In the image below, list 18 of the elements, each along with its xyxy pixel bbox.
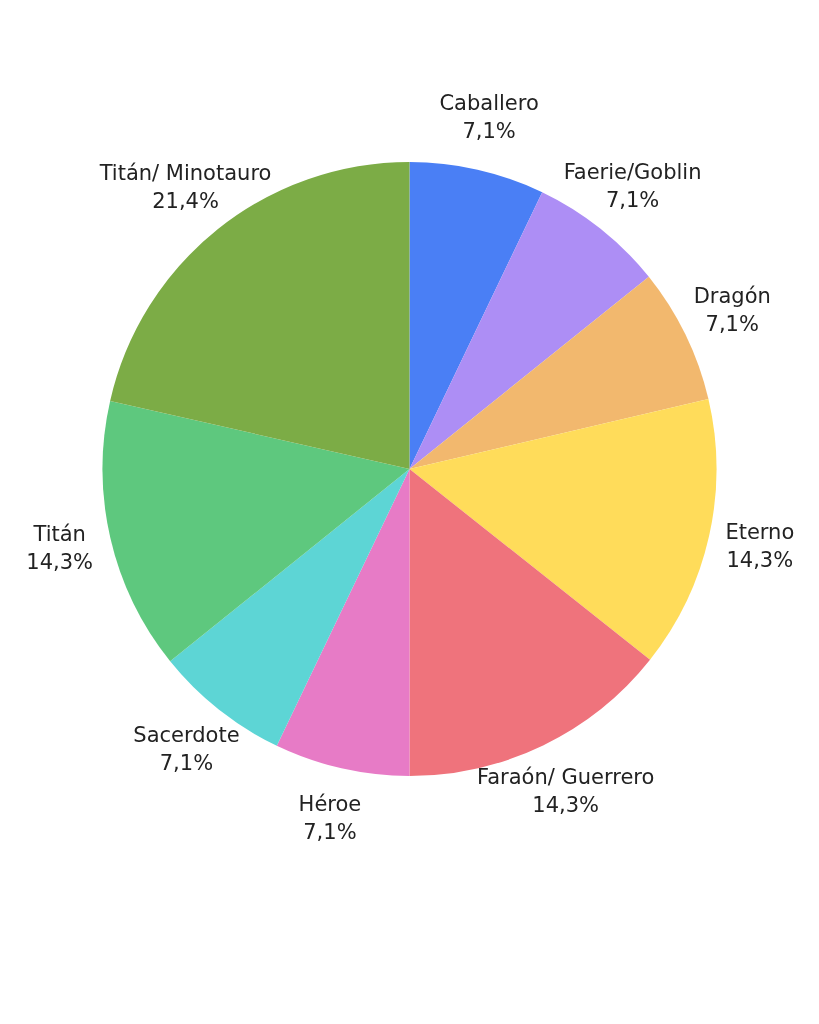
data-label: 7,1%: [303, 819, 357, 844]
data-label: 21,4%: [152, 188, 219, 213]
data-label: 7,1%: [705, 312, 759, 337]
data-label: 14,3%: [726, 547, 794, 572]
slice-label: Dragón: [693, 284, 771, 309]
data-label: 7,1%: [159, 750, 214, 775]
slice-label: Héroe: [298, 791, 362, 816]
data-label: 14,3%: [26, 550, 94, 575]
slice-label: Titán: [32, 522, 86, 547]
data-label: 7,1%: [462, 119, 516, 144]
slice-label: Titán/ Minotauro: [98, 160, 272, 185]
slice-label: Caballero: [439, 91, 539, 116]
data-label: 7,1%: [605, 188, 660, 213]
slice-label: Sacerdote: [133, 722, 240, 747]
slice-label: Eterno: [725, 519, 795, 544]
slice-label: Faerie/Goblin: [563, 160, 702, 185]
slice-label: Faraón/ Guerrero: [477, 764, 655, 789]
data-label: 14,3%: [532, 792, 600, 817]
